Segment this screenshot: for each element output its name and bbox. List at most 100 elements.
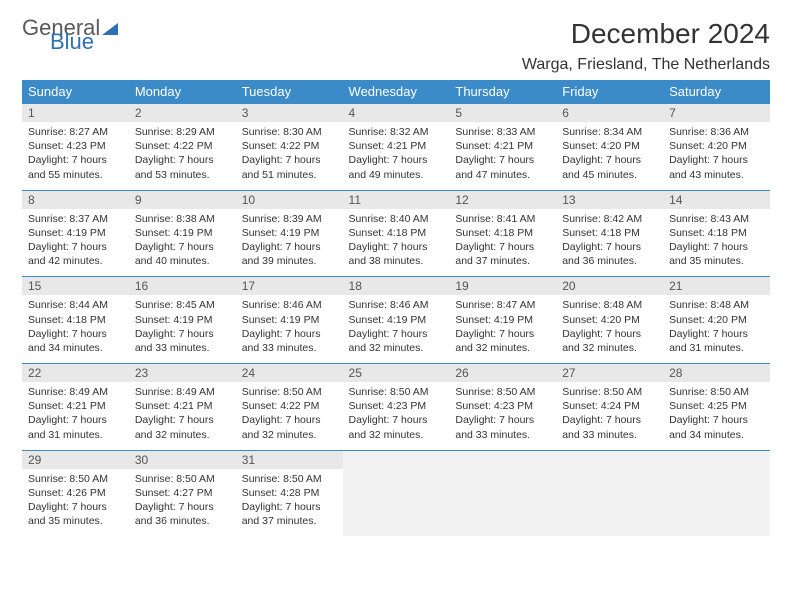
sunrise-text: Sunrise: 8:34 AM [562, 125, 657, 139]
daylight-text: Daylight: 7 hours and 33 minutes. [562, 413, 657, 441]
daylight-text: Daylight: 7 hours and 33 minutes. [135, 327, 230, 355]
daylight-text: Daylight: 7 hours and 35 minutes. [669, 240, 764, 268]
logo-triangle-icon [100, 17, 122, 39]
daylight-text: Daylight: 7 hours and 32 minutes. [455, 327, 550, 355]
sunset-text: Sunset: 4:25 PM [669, 399, 764, 413]
day-number-row: 22232425262728 [22, 364, 770, 383]
header: General Blue December 2024 Warga, Friesl… [22, 18, 770, 74]
daylight-text: Daylight: 7 hours and 37 minutes. [242, 500, 337, 528]
day-number-cell: 23 [129, 364, 236, 383]
sunset-text: Sunset: 4:23 PM [28, 139, 123, 153]
weekday-header-row: Sunday Monday Tuesday Wednesday Thursday… [22, 80, 770, 104]
day-detail-cell: Sunrise: 8:48 AMSunset: 4:20 PMDaylight:… [556, 295, 663, 363]
sunset-text: Sunset: 4:19 PM [28, 226, 123, 240]
sunset-text: Sunset: 4:24 PM [562, 399, 657, 413]
day-number-row: 15161718192021 [22, 277, 770, 296]
day-detail-cell: Sunrise: 8:32 AMSunset: 4:21 PMDaylight:… [343, 122, 450, 190]
sunrise-text: Sunrise: 8:41 AM [455, 212, 550, 226]
sunset-text: Sunset: 4:21 PM [135, 399, 230, 413]
sunrise-text: Sunrise: 8:42 AM [562, 212, 657, 226]
daylight-text: Daylight: 7 hours and 32 minutes. [562, 327, 657, 355]
day-detail-cell: Sunrise: 8:50 AMSunset: 4:25 PMDaylight:… [663, 382, 770, 450]
sunset-text: Sunset: 4:26 PM [28, 486, 123, 500]
daylight-text: Daylight: 7 hours and 51 minutes. [242, 153, 337, 181]
sunrise-text: Sunrise: 8:33 AM [455, 125, 550, 139]
sunrise-text: Sunrise: 8:45 AM [135, 298, 230, 312]
sunrise-text: Sunrise: 8:37 AM [28, 212, 123, 226]
sunset-text: Sunset: 4:22 PM [135, 139, 230, 153]
day-number-cell: 19 [449, 277, 556, 296]
day-detail-cell: Sunrise: 8:42 AMSunset: 4:18 PMDaylight:… [556, 209, 663, 277]
weekday-header: Sunday [22, 80, 129, 104]
day-detail-cell: Sunrise: 8:44 AMSunset: 4:18 PMDaylight:… [22, 295, 129, 363]
weekday-header: Thursday [449, 80, 556, 104]
sunset-text: Sunset: 4:27 PM [135, 486, 230, 500]
day-detail-cell: Sunrise: 8:50 AMSunset: 4:28 PMDaylight:… [236, 469, 343, 537]
day-detail-cell: Sunrise: 8:37 AMSunset: 4:19 PMDaylight:… [22, 209, 129, 277]
sunset-text: Sunset: 4:20 PM [562, 139, 657, 153]
day-detail-cell: Sunrise: 8:50 AMSunset: 4:24 PMDaylight:… [556, 382, 663, 450]
daylight-text: Daylight: 7 hours and 35 minutes. [28, 500, 123, 528]
sunset-text: Sunset: 4:28 PM [242, 486, 337, 500]
daylight-text: Daylight: 7 hours and 32 minutes. [349, 413, 444, 441]
day-detail-cell: Sunrise: 8:27 AMSunset: 4:23 PMDaylight:… [22, 122, 129, 190]
sunrise-text: Sunrise: 8:49 AM [135, 385, 230, 399]
sunset-text: Sunset: 4:18 PM [455, 226, 550, 240]
sunrise-text: Sunrise: 8:43 AM [669, 212, 764, 226]
day-number-cell: 8 [22, 190, 129, 209]
sunrise-text: Sunrise: 8:44 AM [28, 298, 123, 312]
day-number-cell: 1 [22, 104, 129, 123]
day-number-cell: 25 [343, 364, 450, 383]
sunset-text: Sunset: 4:22 PM [242, 399, 337, 413]
day-number-cell: 10 [236, 190, 343, 209]
daylight-text: Daylight: 7 hours and 37 minutes. [455, 240, 550, 268]
sunrise-text: Sunrise: 8:49 AM [28, 385, 123, 399]
day-detail-cell: Sunrise: 8:45 AMSunset: 4:19 PMDaylight:… [129, 295, 236, 363]
sunrise-text: Sunrise: 8:50 AM [669, 385, 764, 399]
sunrise-text: Sunrise: 8:39 AM [242, 212, 337, 226]
daylight-text: Daylight: 7 hours and 38 minutes. [349, 240, 444, 268]
daylight-text: Daylight: 7 hours and 34 minutes. [669, 413, 764, 441]
sunrise-text: Sunrise: 8:50 AM [455, 385, 550, 399]
day-detail-cell: Sunrise: 8:46 AMSunset: 4:19 PMDaylight:… [343, 295, 450, 363]
day-number-cell: 7 [663, 104, 770, 123]
sunrise-text: Sunrise: 8:29 AM [135, 125, 230, 139]
day-detail-cell: Sunrise: 8:50 AMSunset: 4:22 PMDaylight:… [236, 382, 343, 450]
sunrise-text: Sunrise: 8:36 AM [669, 125, 764, 139]
day-detail-cell: Sunrise: 8:39 AMSunset: 4:19 PMDaylight:… [236, 209, 343, 277]
day-detail-cell [556, 469, 663, 537]
daylight-text: Daylight: 7 hours and 33 minutes. [242, 327, 337, 355]
day-detail-cell [449, 469, 556, 537]
daylight-text: Daylight: 7 hours and 33 minutes. [455, 413, 550, 441]
day-detail-cell: Sunrise: 8:34 AMSunset: 4:20 PMDaylight:… [556, 122, 663, 190]
daylight-text: Daylight: 7 hours and 53 minutes. [135, 153, 230, 181]
day-number-cell [343, 450, 450, 469]
day-detail-cell: Sunrise: 8:29 AMSunset: 4:22 PMDaylight:… [129, 122, 236, 190]
day-number-cell: 9 [129, 190, 236, 209]
day-number-cell [663, 450, 770, 469]
daylight-text: Daylight: 7 hours and 43 minutes. [669, 153, 764, 181]
day-detail-row: Sunrise: 8:27 AMSunset: 4:23 PM Daylight:… [22, 122, 770, 190]
weekday-header: Saturday [663, 80, 770, 104]
sunset-text: Sunset: 4:18 PM [28, 313, 123, 327]
day-detail-cell: Sunrise: 8:30 AMSunset: 4:22 PMDaylight:… [236, 122, 343, 190]
day-number-cell: 29 [22, 450, 129, 469]
day-detail-cell: Sunrise: 8:41 AMSunset: 4:18 PMDaylight:… [449, 209, 556, 277]
sunrise-text: Sunrise: 8:47 AM [455, 298, 550, 312]
daylight-text: Daylight: 7 hours and 47 minutes. [455, 153, 550, 181]
daylight-text: Daylight: 7 hours and 31 minutes. [669, 327, 764, 355]
weekday-header: Monday [129, 80, 236, 104]
day-number-row: 1234567 [22, 104, 770, 123]
daylight-text: Daylight: 7 hours and 40 minutes. [135, 240, 230, 268]
sunset-text: Sunset: 4:18 PM [349, 226, 444, 240]
sunset-text: Sunset: 4:23 PM [455, 399, 550, 413]
sunrise-text: Sunrise: 8:27 AM [28, 125, 123, 139]
day-detail-cell: Sunrise: 8:33 AMSunset: 4:21 PMDaylight:… [449, 122, 556, 190]
day-detail-cell: Sunrise: 8:40 AMSunset: 4:18 PMDaylight:… [343, 209, 450, 277]
daylight-text: Daylight: 7 hours and 34 minutes. [28, 327, 123, 355]
daylight-text: Daylight: 7 hours and 36 minutes. [562, 240, 657, 268]
day-detail-row: Sunrise: 8:44 AMSunset: 4:18 PMDaylight:… [22, 295, 770, 363]
sunset-text: Sunset: 4:19 PM [349, 313, 444, 327]
weekday-header: Wednesday [343, 80, 450, 104]
sunrise-text: Sunrise: 8:30 AM [242, 125, 337, 139]
